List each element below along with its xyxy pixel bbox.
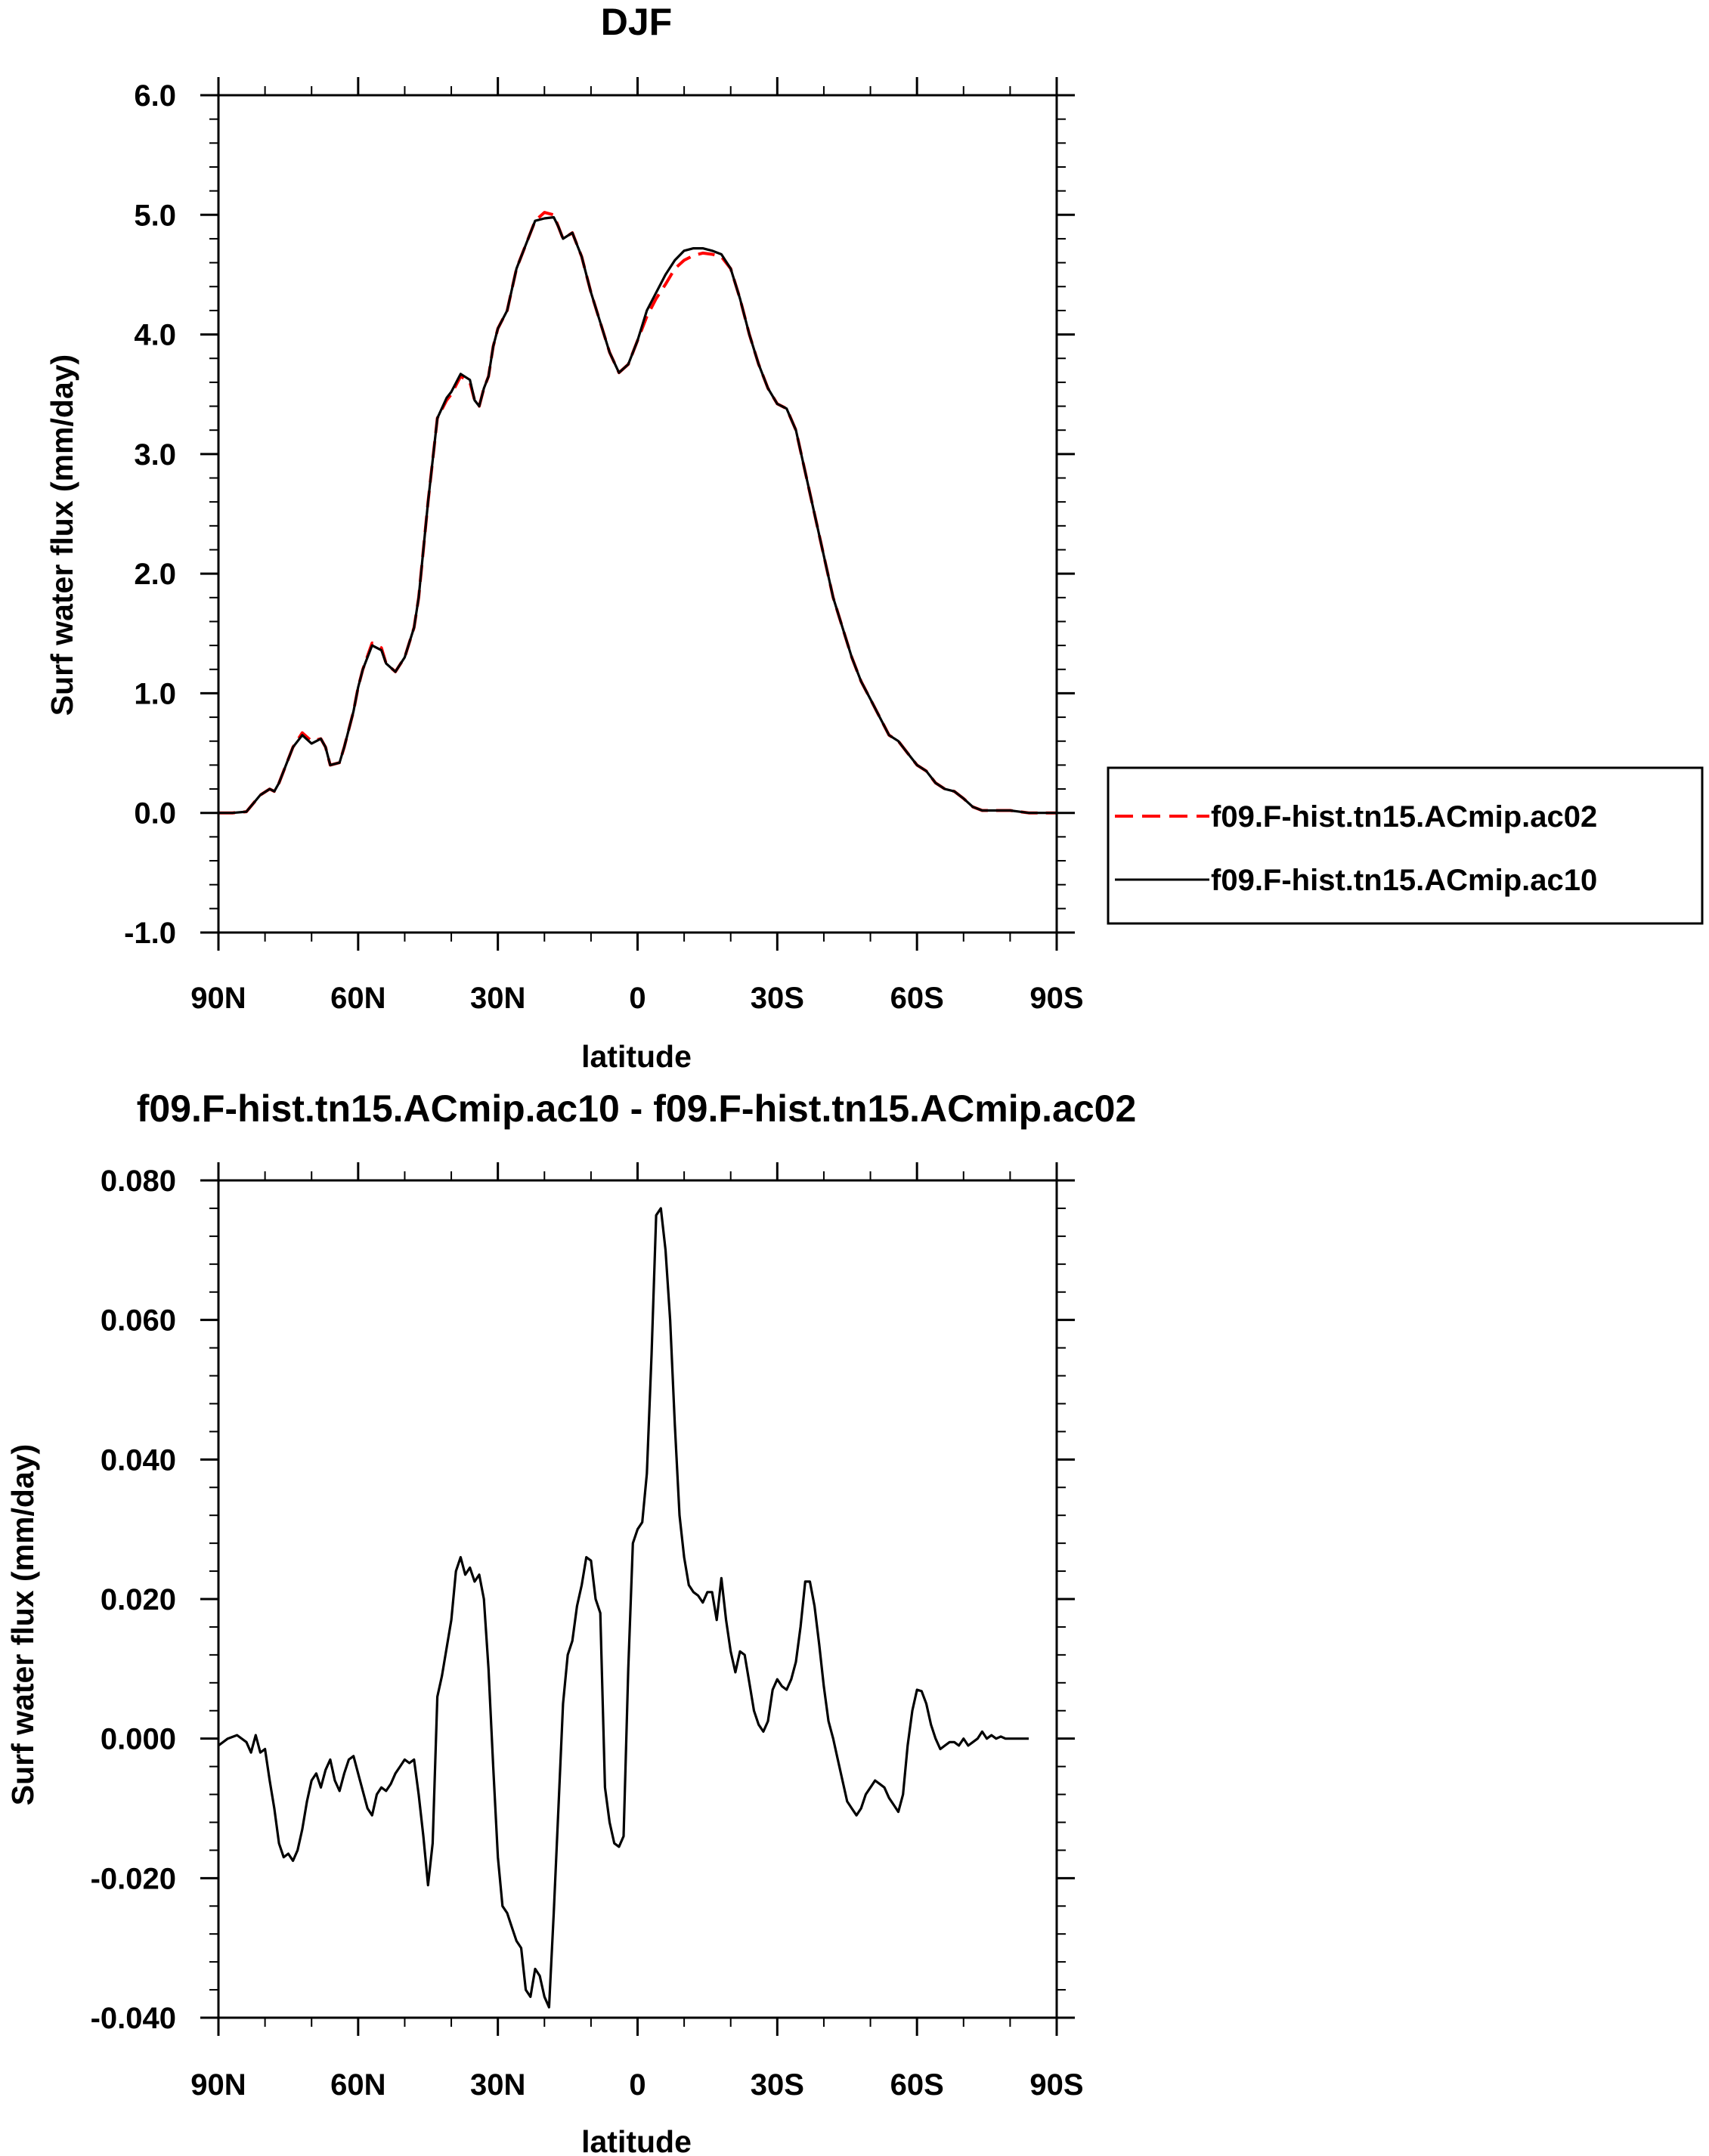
bottom-x-axis-label: latitude — [581, 2124, 692, 2156]
y-tick-label-1-6: 0.080 — [101, 1165, 176, 1198]
y-tick-label-0-3: 2.0 — [134, 558, 176, 591]
legend-label-ac10: f09.F-hist.tn15.ACmip.ac10 — [1211, 864, 1597, 897]
x-tick-label-1-5: 60S — [890, 2068, 944, 2102]
x-tick-label-0-3: 0 — [629, 982, 646, 1015]
series-line-0-0 — [218, 211, 1057, 815]
top-panel: DJF -1.0 0.0 1.0 2.0 3.0 4.0 5.0 6.0 90N 60N 30N 0 3… — [45, 1, 1704, 1074]
x-tick-label-0-1: 60N — [330, 982, 385, 1015]
top-chart-title: DJF — [601, 1, 672, 43]
x-tick-label-0-5: 60S — [890, 982, 944, 1015]
x-tick-label-1-2: 30N — [470, 2068, 525, 2102]
y-tick-label-0-7: 6.0 — [134, 79, 176, 113]
top-x-axis-label: latitude — [581, 1039, 692, 1074]
y-tick-label-0-2: 1.0 — [134, 677, 176, 710]
x-tick-label-1-6: 90S — [1029, 2068, 1083, 2102]
y-tick-label-0-0: -1.0 — [124, 917, 176, 950]
legend-box — [1107, 766, 1704, 925]
x-tick-label-1-0: 90N — [190, 2068, 246, 2102]
y-tick-label-1-2: 0.000 — [101, 1723, 176, 1756]
x-tick-label-0-6: 90S — [1029, 982, 1083, 1015]
y-tick-label-1-3: 0.020 — [101, 1583, 176, 1616]
legend: f09.F-hist.tn15.ACmip.ac02 f09.F-hist.tn… — [1107, 766, 1704, 925]
y-tick-label-1-5: 0.060 — [101, 1304, 176, 1338]
y-tick-label-1-0: -0.040 — [91, 2002, 176, 2035]
x-tick-label-0-2: 30N — [470, 982, 525, 1015]
y-tick-label-0-5: 4.0 — [134, 319, 176, 352]
y-tick-label-1-4: 0.040 — [101, 1443, 176, 1477]
bottom-y-axis-label: Surf water flux (mm/day) — [5, 1444, 40, 1805]
bottom-plot-area: -0.040 -0.020 0.000 0.020 0.040 0.060 0.080 90N… — [91, 1162, 1084, 2102]
series-line-1-0 — [218, 1207, 1029, 2009]
x-tick-label-0-0: 90N — [190, 982, 246, 1015]
y-tick-label-0-6: 5.0 — [134, 199, 176, 232]
top-y-axis-label: Surf water flux (mm/day) — [45, 354, 79, 716]
y-tick-label-0-1: 0.0 — [134, 797, 176, 831]
bottom-panel: f09.F-hist.tn15.ACmip.ac10 - f09.F-hist.… — [5, 1087, 1136, 2156]
y-tick-label-0-4: 3.0 — [134, 438, 176, 472]
plot-frame-1 — [217, 1179, 1058, 2019]
x-tick-label-0-4: 30S — [751, 982, 804, 1015]
x-tick-label-1-1: 60N — [330, 2068, 385, 2102]
x-tick-label-1-4: 30S — [751, 2068, 804, 2102]
top-plot-area: -1.0 0.0 1.0 2.0 3.0 4.0 5.0 6.0 90N 60N 30N 0 30S 60… — [124, 77, 1084, 1015]
legend-label-ac02: f09.F-hist.tn15.ACmip.ac02 — [1211, 800, 1597, 834]
plot-frame-0 — [217, 94, 1058, 934]
x-tick-label-1-3: 0 — [629, 2068, 646, 2102]
series-line-0-1 — [218, 215, 1057, 815]
bottom-chart-title: f09.F-hist.tn15.ACmip.ac10 - f09.F-hist.… — [137, 1087, 1137, 1130]
y-tick-label-1-1: -0.020 — [91, 1862, 176, 1895]
